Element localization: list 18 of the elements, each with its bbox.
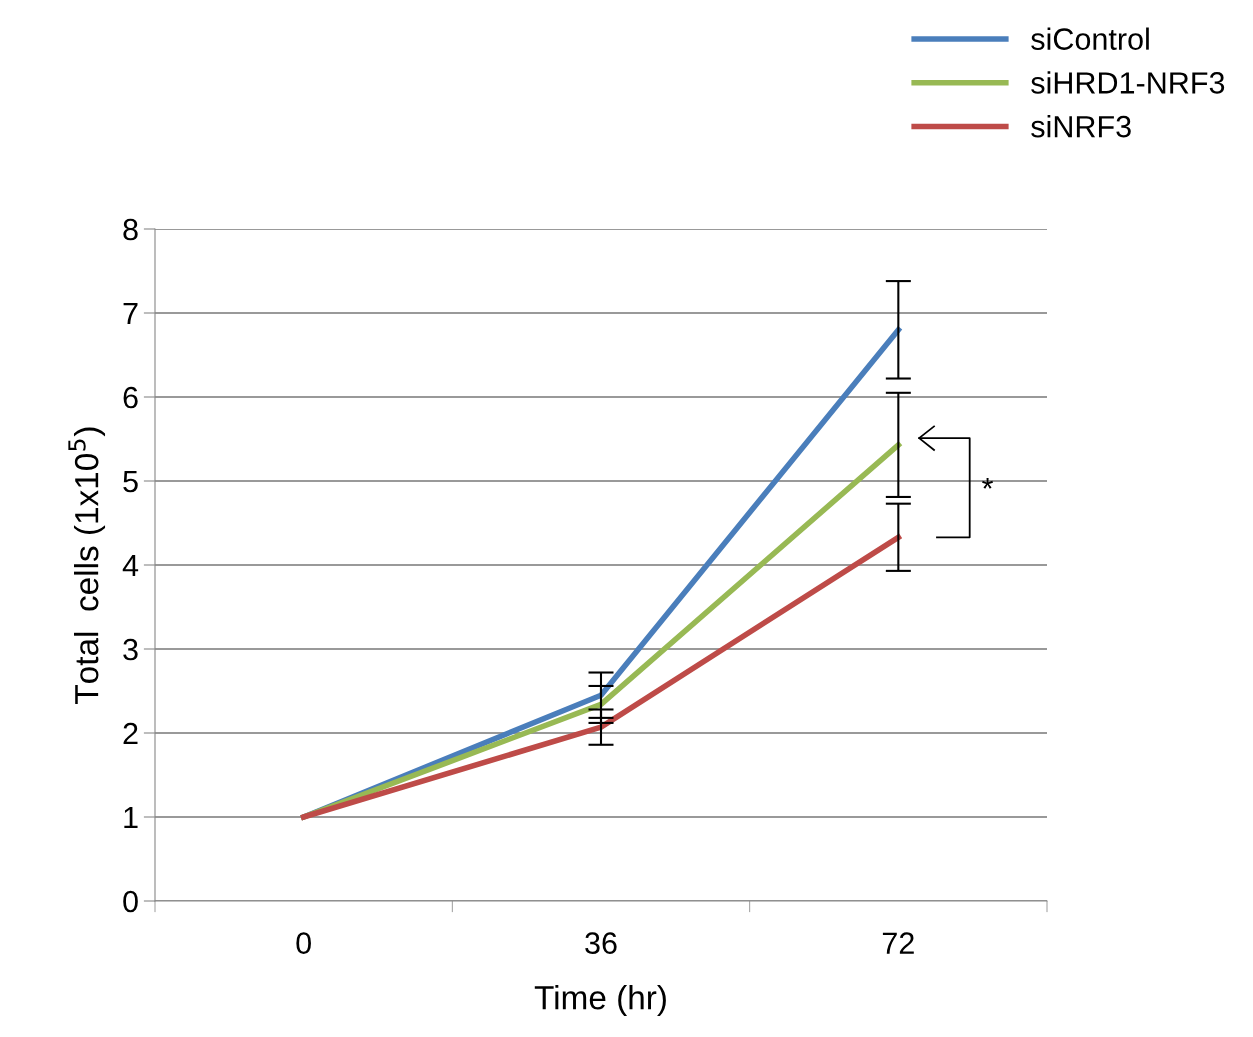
y-tick-label: 8 [123,218,138,241]
x-axis-title: Time (hr) [534,985,666,1017]
legend-label: siControl [1031,27,1149,50]
x-tick-label: 36 [585,932,617,954]
x-tick-label: 0 [296,932,311,954]
y-tick-label: 7 [123,303,138,325]
y-tick-label: 1 [124,807,138,829]
x-tick-label: 72 [882,932,914,954]
annotation: * [982,477,993,489]
legend-label: siNRF3 [1031,115,1131,138]
y-tick-label: 5 [123,471,138,493]
y-tick-label: 2 [123,722,138,745]
y-tick-label: 4 [122,555,139,577]
y-tick-label: 6 [123,386,138,409]
y-tick-label: 0 [123,890,138,913]
legend-label: siHRD1-NRF3 [1031,71,1225,94]
y-axis-title: Total cells (1x10$^{5}$) [68,427,106,704]
y-tick-label: 3 [123,638,138,661]
